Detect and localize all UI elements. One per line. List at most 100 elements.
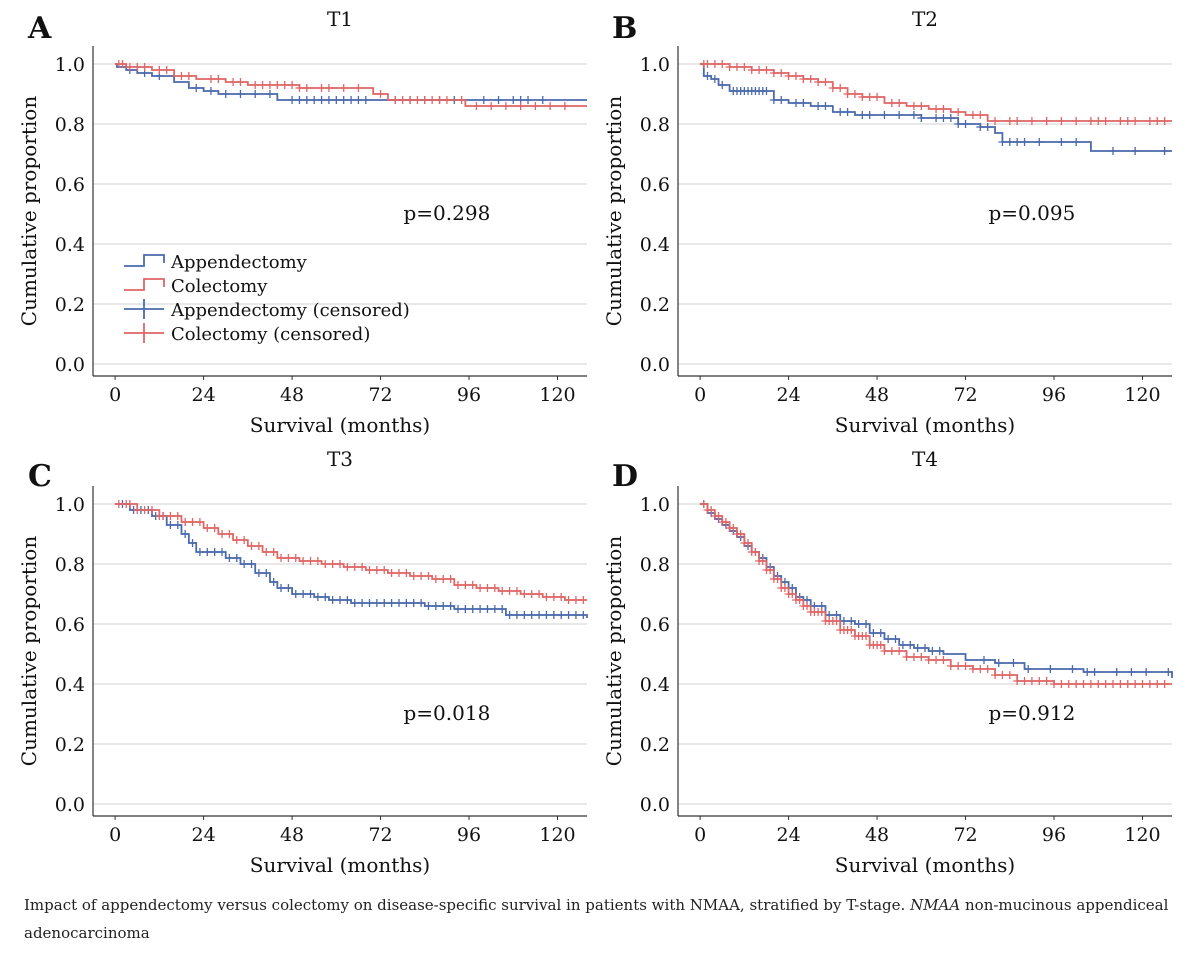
censor-mark-colectomy [365, 566, 374, 574]
censor-mark-appendectomy [1057, 138, 1066, 146]
censor-mark-appendectomy [847, 617, 856, 625]
censor-mark-colectomy [147, 506, 156, 514]
censor-mark-colectomy [288, 81, 297, 89]
censor-mark-colectomy [1109, 680, 1118, 688]
censor-mark-colectomy [302, 84, 311, 92]
censor-mark-appendectomy [579, 611, 588, 619]
censor-mark-colectomy [1094, 117, 1103, 125]
censor-mark-colectomy [1013, 677, 1022, 685]
censor-mark-appendectomy [461, 605, 470, 613]
censor-mark-colectomy [769, 69, 778, 77]
censor-mark-appendectomy [313, 593, 322, 601]
censor-mark-colectomy [262, 548, 271, 556]
legend: Appendectomy Colectomy Appendectomy (censo… [124, 252, 410, 345]
censor-mark-appendectomy [254, 569, 263, 577]
censor-mark-appendectomy [880, 111, 889, 119]
censor-mark-colectomy [394, 569, 403, 577]
censor-mark-colectomy [1160, 680, 1169, 688]
x-axis-label: Survival (months) [835, 853, 1016, 877]
censor-mark-colectomy [1042, 677, 1051, 685]
censor-mark-colectomy [531, 102, 540, 110]
censor-mark-appendectomy [372, 599, 381, 607]
censor-mark-appendectomy [1164, 668, 1173, 676]
p-value: p=0.298 [403, 201, 490, 225]
censor-mark-appendectomy [994, 659, 1003, 667]
censor-mark-appendectomy [799, 99, 808, 107]
censor-mark-colectomy [968, 665, 977, 673]
censor-mark-colectomy [372, 566, 381, 574]
legend-swatch-censor [124, 299, 164, 319]
caption-abbr-def: non-mucinous appendiceal adenocarcinoma [24, 896, 1169, 942]
y-tick-label: 0.8 [55, 554, 85, 576]
censor-mark-colectomy [549, 593, 558, 601]
caption-main: Impact of appendectomy versus colectomy … [24, 896, 906, 914]
censor-mark-appendectomy [490, 605, 499, 613]
censor-mark-appendectomy [288, 96, 297, 104]
y-tick-label: 0.4 [55, 234, 85, 256]
x-axis-label: Survival (months) [835, 413, 1016, 437]
censor-mark-appendectomy [935, 647, 944, 655]
censor-mark-colectomy [210, 524, 219, 532]
x-tick-label: 24 [777, 824, 801, 846]
censor-mark-colectomy [946, 662, 955, 670]
censor-mark-colectomy [932, 656, 941, 664]
x-tick-label: 72 [953, 824, 977, 846]
censor-mark-appendectomy [549, 611, 558, 619]
censor-mark-colectomy [184, 72, 193, 80]
censor-mark-colectomy [932, 105, 941, 113]
censor-mark-appendectomy [479, 96, 488, 104]
y-axis-label: Cumulative proportion [17, 96, 41, 327]
censor-mark-appendectomy [557, 611, 566, 619]
censor-mark-colectomy [1050, 680, 1059, 688]
legend-swatch-step [124, 254, 165, 267]
censor-mark-colectomy [976, 111, 985, 119]
censor-mark-appendectomy [1083, 668, 1092, 676]
censor-mark-colectomy [424, 572, 433, 580]
censor-mark-colectomy [358, 563, 367, 571]
y-tick-label: 0.0 [640, 794, 670, 816]
censor-mark-colectomy [806, 75, 815, 83]
censor-mark-colectomy [1005, 671, 1014, 679]
censor-mark-colectomy [461, 581, 470, 589]
censor-mark-colectomy [788, 590, 797, 598]
censor-mark-colectomy [843, 90, 852, 98]
y-tick-label: 0.8 [640, 554, 670, 576]
p-value: p=0.912 [988, 701, 1075, 725]
censor-mark-colectomy [1042, 117, 1051, 125]
censor-mark-appendectomy [1035, 138, 1044, 146]
censor-mark-colectomy [836, 84, 845, 92]
censor-mark-appendectomy [476, 605, 485, 613]
censor-mark-colectomy [254, 542, 263, 550]
censor-mark-colectomy [251, 81, 260, 89]
censor-mark-appendectomy [946, 114, 955, 122]
censor-mark-colectomy [413, 96, 422, 104]
censor-mark-appendectomy [195, 548, 204, 556]
censor-mark-appendectomy [836, 108, 845, 116]
censor-mark-appendectomy [310, 96, 319, 104]
censor-mark-appendectomy [483, 605, 492, 613]
y-tick-label: 0.2 [55, 734, 85, 756]
censor-mark-appendectomy [251, 90, 260, 98]
censor-mark-colectomy [406, 96, 415, 104]
censor-mark-appendectomy [1005, 138, 1014, 146]
censor-mark-colectomy [1123, 680, 1132, 688]
censor-mark-colectomy [714, 512, 723, 520]
censor-mark-colectomy [487, 102, 496, 110]
panel-c: C T3 0.0 0.2 0.4 0.6 0.8 1.0 0 24 48 72 96 120 Surviva… [17, 447, 588, 877]
censor-mark-appendectomy [932, 114, 941, 122]
panel-letter: A [27, 11, 52, 46]
y-tick-label: 0.2 [640, 294, 670, 316]
censor-mark-colectomy [442, 96, 451, 104]
censor-mark-appendectomy [762, 87, 771, 95]
censor-mark-colectomy [795, 596, 804, 604]
legend-label: Appendectomy [170, 252, 308, 273]
censor-mark-appendectomy [380, 599, 389, 607]
censor-mark-appendectomy [265, 90, 274, 98]
censor-mark-appendectomy [262, 569, 271, 577]
censor-mark-colectomy [571, 596, 580, 604]
censor-mark-colectomy [162, 66, 171, 74]
km-line-appendectomy [700, 503, 1173, 678]
censor-mark-colectomy [188, 518, 197, 526]
censor-mark-appendectomy [365, 599, 374, 607]
legend-label: Colectomy (censored) [171, 324, 370, 345]
